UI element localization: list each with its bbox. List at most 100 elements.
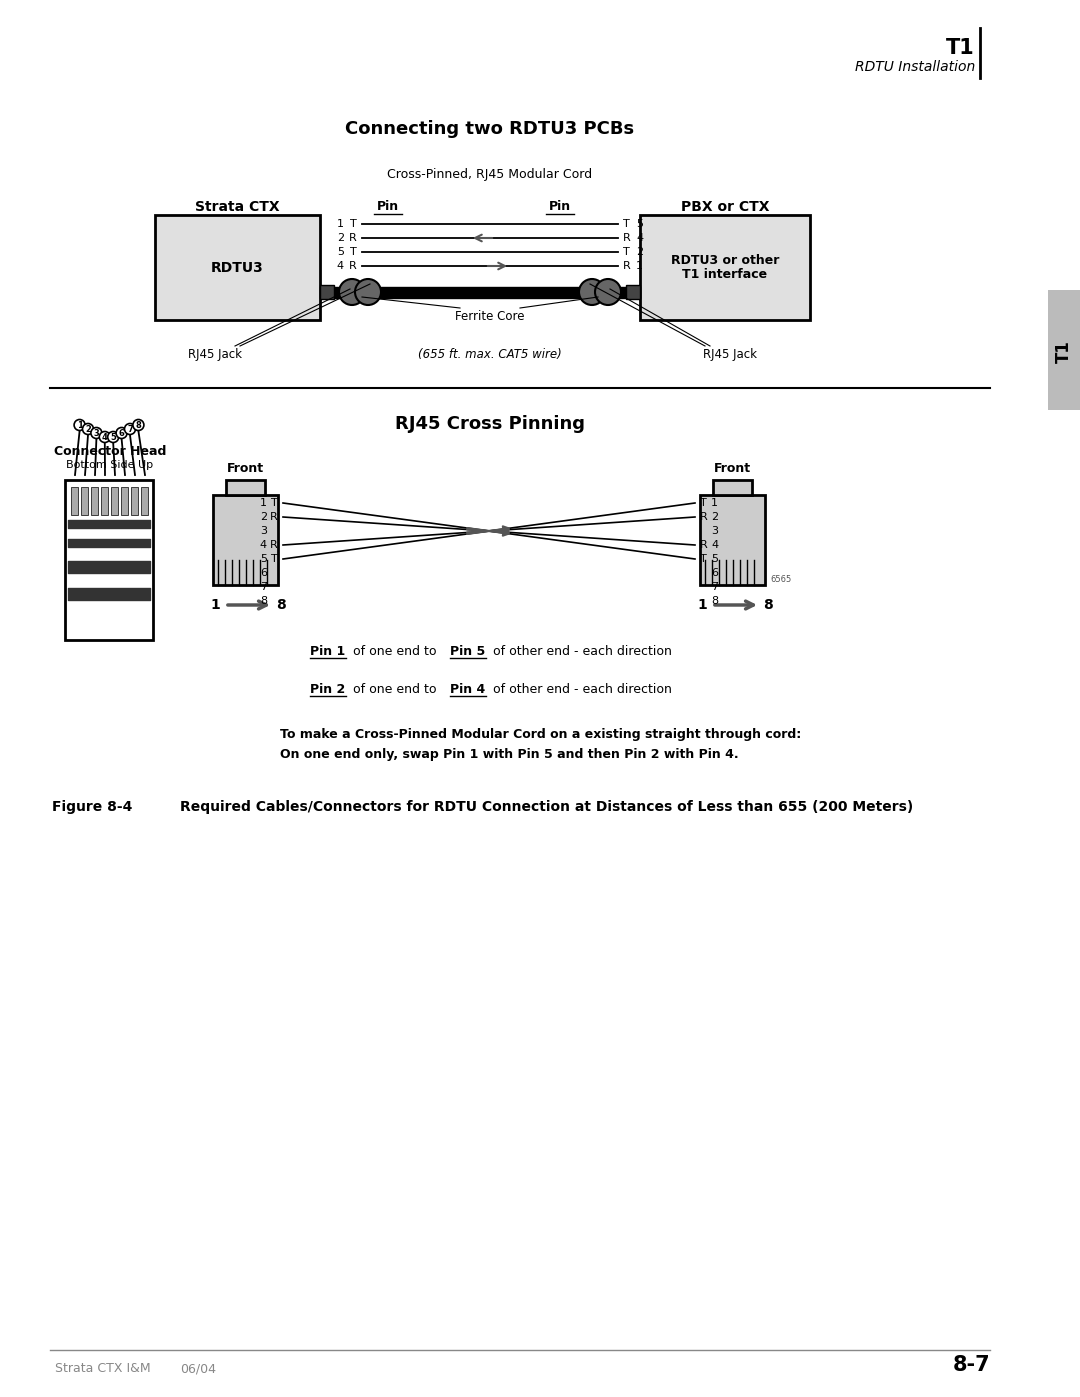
Text: Pin: Pin: [549, 200, 571, 212]
FancyBboxPatch shape: [111, 488, 118, 515]
Text: of one end to: of one end to: [349, 645, 441, 658]
Text: 4: 4: [711, 541, 718, 550]
Text: 8: 8: [135, 420, 141, 429]
Text: 1: 1: [211, 598, 220, 612]
Text: To make a Cross-Pinned Modular Cord on a existing straight through cord:: To make a Cross-Pinned Modular Cord on a…: [280, 728, 801, 740]
FancyBboxPatch shape: [700, 495, 765, 585]
FancyBboxPatch shape: [626, 285, 640, 299]
Text: Pin: Pin: [377, 200, 400, 212]
Text: 6: 6: [711, 569, 718, 578]
Text: 6: 6: [260, 569, 267, 578]
Text: 6565: 6565: [770, 576, 792, 584]
Text: RJ45 Jack: RJ45 Jack: [188, 348, 242, 360]
Text: PBX or CTX: PBX or CTX: [680, 200, 769, 214]
Text: T1: T1: [946, 38, 975, 59]
FancyBboxPatch shape: [102, 488, 108, 515]
Text: T: T: [623, 219, 630, 229]
Text: T: T: [271, 555, 278, 564]
Text: (655 ft. max. CAT5 wire): (655 ft. max. CAT5 wire): [418, 348, 562, 360]
Text: 5: 5: [337, 247, 345, 257]
Circle shape: [133, 419, 144, 430]
Text: 1: 1: [711, 497, 718, 509]
Text: 5: 5: [636, 219, 643, 229]
FancyBboxPatch shape: [713, 481, 752, 495]
Circle shape: [99, 432, 110, 443]
Text: R: R: [623, 261, 631, 271]
Text: Ferrite Core: Ferrite Core: [456, 310, 525, 323]
Text: Connector Head: Connector Head: [54, 446, 166, 458]
FancyBboxPatch shape: [156, 215, 320, 320]
Text: Front: Front: [714, 462, 751, 475]
FancyBboxPatch shape: [91, 488, 98, 515]
Text: of other end - each direction: of other end - each direction: [489, 645, 672, 658]
Text: 2: 2: [636, 247, 643, 257]
Text: 8-7: 8-7: [953, 1355, 990, 1375]
Text: 4: 4: [337, 261, 345, 271]
Text: 3: 3: [94, 429, 99, 437]
Text: 2: 2: [260, 511, 267, 522]
Text: 3: 3: [711, 527, 718, 536]
Text: Strata CTX: Strata CTX: [195, 200, 280, 214]
Text: T: T: [350, 247, 357, 257]
Text: Figure 8-4: Figure 8-4: [52, 800, 133, 814]
FancyBboxPatch shape: [226, 481, 265, 495]
Text: 4: 4: [260, 541, 267, 550]
Text: Strata CTX I&M: Strata CTX I&M: [55, 1362, 150, 1375]
Text: R: R: [349, 261, 357, 271]
FancyBboxPatch shape: [121, 488, 129, 515]
Circle shape: [91, 427, 102, 439]
Text: 5: 5: [110, 433, 117, 441]
Text: 7: 7: [260, 583, 267, 592]
Text: 1: 1: [636, 261, 643, 271]
Text: RJ45 Cross Pinning: RJ45 Cross Pinning: [395, 415, 585, 433]
Text: 5: 5: [711, 555, 718, 564]
Text: 5: 5: [260, 555, 267, 564]
Circle shape: [82, 423, 94, 434]
Text: 1: 1: [697, 598, 707, 612]
Text: 6: 6: [119, 429, 124, 437]
Text: On one end only, swap Pin 1 with Pin 5 and then Pin 2 with Pin 4.: On one end only, swap Pin 1 with Pin 5 a…: [280, 747, 739, 761]
Text: T: T: [350, 219, 357, 229]
Text: of one end to: of one end to: [349, 683, 441, 696]
Text: Connecting two RDTU3 PCBs: Connecting two RDTU3 PCBs: [346, 120, 635, 138]
Text: T: T: [271, 497, 278, 509]
Text: 8: 8: [276, 598, 286, 612]
Text: Pin 5: Pin 5: [450, 645, 485, 658]
FancyBboxPatch shape: [640, 215, 810, 320]
FancyBboxPatch shape: [1048, 291, 1080, 409]
Text: T: T: [700, 555, 706, 564]
Text: RDTU3: RDTU3: [211, 260, 264, 274]
Circle shape: [339, 279, 365, 305]
Text: of other end - each direction: of other end - each direction: [489, 683, 672, 696]
Text: 1: 1: [260, 497, 267, 509]
Text: R: R: [700, 541, 707, 550]
Text: 4: 4: [102, 433, 108, 441]
FancyBboxPatch shape: [81, 488, 87, 515]
Text: 2: 2: [85, 425, 91, 433]
Circle shape: [117, 427, 127, 439]
FancyBboxPatch shape: [65, 481, 153, 640]
Text: RDTU Installation: RDTU Installation: [854, 60, 975, 74]
Text: 1: 1: [337, 219, 345, 229]
FancyBboxPatch shape: [141, 488, 148, 515]
FancyBboxPatch shape: [320, 285, 334, 299]
Text: 2: 2: [337, 233, 345, 243]
Text: R: R: [700, 511, 707, 522]
Text: 7: 7: [127, 425, 133, 433]
Circle shape: [579, 279, 605, 305]
Text: T: T: [700, 497, 706, 509]
Text: 7: 7: [711, 583, 718, 592]
Text: Pin 2: Pin 2: [310, 683, 346, 696]
Text: R: R: [349, 233, 357, 243]
Text: R: R: [270, 541, 278, 550]
Text: Bottom Side Up: Bottom Side Up: [67, 460, 153, 469]
Text: R: R: [270, 511, 278, 522]
Text: T1: T1: [1055, 341, 1074, 363]
FancyBboxPatch shape: [71, 488, 78, 515]
Text: Required Cables/Connectors for RDTU Connection at Distances of Less than 655 (20: Required Cables/Connectors for RDTU Conn…: [180, 800, 914, 814]
FancyBboxPatch shape: [131, 488, 138, 515]
Text: RJ45 Jack: RJ45 Jack: [703, 348, 757, 360]
Text: 8: 8: [764, 598, 773, 612]
Text: 8: 8: [260, 597, 267, 606]
Text: Cross-Pinned, RJ45 Modular Cord: Cross-Pinned, RJ45 Modular Cord: [388, 168, 593, 182]
